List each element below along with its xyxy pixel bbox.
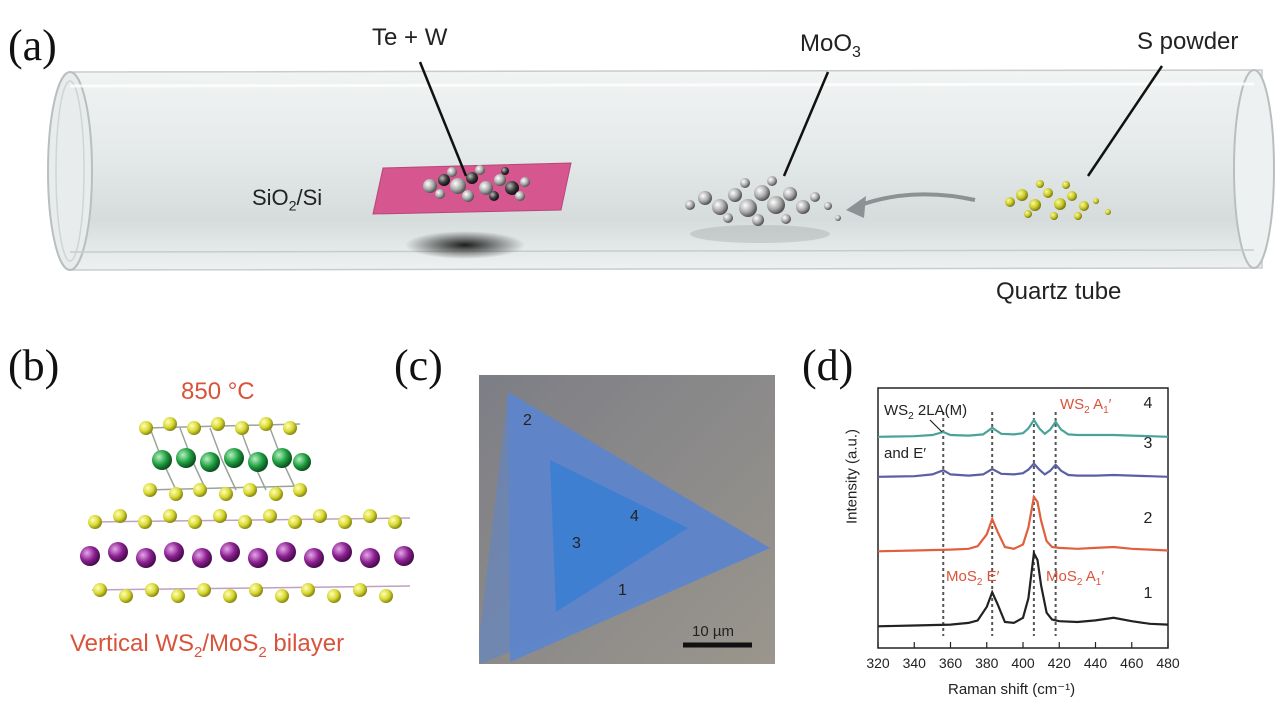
- label-sio2-si: SiO2/Si: [252, 185, 322, 213]
- annotation-ws2-2la-sub: 2: [908, 411, 914, 422]
- marker-2: 2: [523, 412, 532, 429]
- annotation-mos2-e-a: MoS: [946, 568, 977, 585]
- chart-xlabel: Raman shift (cm⁻¹): [948, 681, 1076, 698]
- tube-left-end: [47, 71, 93, 271]
- leader-line-tew: [418, 61, 468, 177]
- annotation-mos2-a1-sub: 2: [1076, 577, 1083, 588]
- label-moo3-base: MoO: [800, 30, 853, 57]
- annotation-ws2-2la-a: WS: [884, 402, 909, 419]
- plot-frame: [877, 387, 1169, 649]
- annotation-mos2-a1-a: MoS: [1046, 568, 1077, 585]
- x-tick-label-460: 460: [1120, 655, 1144, 671]
- trace-3: [877, 461, 1169, 478]
- annotation-ws2-a1-a: WS: [1060, 396, 1085, 413]
- annotation-ws2-2la-b: 2LA(M): [913, 402, 968, 419]
- leader-line-moo3: [782, 71, 830, 177]
- ws2-layer-model: [139, 417, 311, 501]
- mos2-layer-model: [80, 509, 414, 603]
- label-sio2-b: /Si: [296, 185, 323, 210]
- label-te-w: Te + W: [372, 24, 448, 51]
- bilayer-caption-sub2: 2: [258, 643, 267, 661]
- label-quartz-tube: Quartz tube: [996, 278, 1122, 305]
- trace-label-3: 3: [1144, 435, 1153, 452]
- annotation-mos2-e-sub: 2: [976, 577, 983, 588]
- x-tick-label-480: 480: [1156, 655, 1180, 671]
- s-powder-particles: [1005, 180, 1111, 220]
- label-moo3: MoO3: [800, 30, 861, 62]
- trace-label-2: 2: [1144, 510, 1153, 527]
- bilayer-caption-a: Vertical WS: [70, 630, 195, 657]
- trace-label-4: 4: [1144, 395, 1153, 412]
- x-tick-label-420: 420: [1048, 655, 1072, 671]
- annotation-and-e: and E′: [884, 445, 927, 462]
- bilayer-caption-sub1: 2: [194, 643, 203, 661]
- annotation-ws2-a1-b: A: [1089, 396, 1104, 413]
- annotation-ws2-a1-c: ′: [1108, 396, 1112, 413]
- moo3-particles: [685, 176, 841, 226]
- label-s-powder: S powder: [1137, 28, 1239, 55]
- annotation-ws2-2la: WS2 2LA(M): [884, 402, 967, 422]
- x-tick-label-360: 360: [939, 655, 963, 671]
- annotation-mos2-e: MoS2 E′: [946, 568, 999, 588]
- te-w-particles: [423, 165, 530, 202]
- annotation-mos2-e-b: E′: [982, 568, 1000, 585]
- sio2-si-substrate: [372, 162, 572, 215]
- temperature-label: 850 °C: [181, 378, 255, 405]
- x-tick-label-380: 380: [975, 655, 999, 671]
- label-sio2-sub: 2: [288, 197, 297, 214]
- label-sio2-a: SiO: [252, 185, 289, 210]
- trace-1: [877, 549, 1169, 628]
- bilayer-caption-b: /MoS: [202, 630, 259, 657]
- marker-1: 1: [618, 582, 627, 599]
- panel-a-letter: (a): [8, 21, 57, 70]
- trace-4: [877, 417, 1169, 438]
- flow-arrow: [857, 192, 976, 208]
- marker-3: 3: [572, 535, 581, 552]
- annotation-ws2-a1-sub: 2: [1084, 405, 1090, 416]
- annotation-mos2-a1-sub2: 1: [1095, 577, 1102, 588]
- annotation-mos2-a1: MoS2 A1′: [1046, 568, 1104, 588]
- raman-chart: 320 340 360 380 400 420 440 460 480 1 2 3 4: [866, 387, 1180, 671]
- x-tick-label-340: 340: [903, 655, 927, 671]
- marker-4: 4: [630, 508, 639, 525]
- annotation-mos2-a1-b: A: [1082, 568, 1096, 585]
- label-moo3-sub: 3: [852, 43, 861, 61]
- bilayer-caption-c: bilayer: [266, 630, 345, 657]
- x-tick-label-440: 440: [1084, 655, 1108, 671]
- bilayer-caption: Vertical WS2/MoS2 bilayer: [70, 630, 344, 661]
- flake-inner-triangle: [550, 460, 688, 612]
- leader-line-spowder: [1086, 65, 1164, 177]
- x-tick-label-400: 400: [1011, 655, 1035, 671]
- trace-2: [877, 494, 1169, 553]
- panel-d-letter: (d): [802, 341, 854, 390]
- annotation-ws2-a1: WS2 A1′: [1060, 396, 1111, 416]
- ws2-2la-arrow: [929, 419, 943, 433]
- trace-label-1: 1: [1144, 585, 1153, 602]
- tube-body: [69, 69, 1263, 271]
- annotation-ws2-a1-sub2: 1: [1103, 405, 1109, 416]
- annotation-mos2-a1-c: ′: [1101, 568, 1105, 585]
- panel-c-letter: (c): [394, 341, 443, 390]
- tube-right-end: [1233, 69, 1275, 269]
- chart-ylabel: Intensity (a.u.): [843, 428, 861, 525]
- panel-b-letter: (b): [8, 341, 60, 390]
- scalebar-label: 10 µm: [692, 623, 734, 640]
- x-tick-label-320: 320: [866, 655, 890, 671]
